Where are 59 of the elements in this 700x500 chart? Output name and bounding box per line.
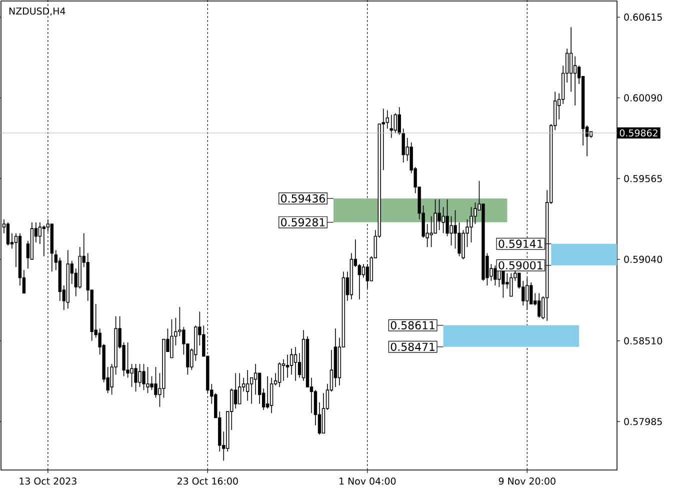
candlestick xyxy=(146,366,150,394)
ref-line-label: 0.59001 xyxy=(498,261,542,270)
candlestick xyxy=(402,128,405,163)
candlestick xyxy=(538,292,541,318)
candlestick xyxy=(42,225,46,257)
candlestick xyxy=(126,342,130,378)
candlestick xyxy=(294,346,298,382)
candlestick xyxy=(270,377,274,414)
candlestick xyxy=(474,202,477,224)
candlestick xyxy=(394,112,397,134)
y-tick-label: 0.57985 xyxy=(624,418,662,426)
candlestick xyxy=(234,372,238,409)
ref-line-label: 0.59436 xyxy=(281,194,325,203)
candlestick xyxy=(569,26,573,92)
candlestick xyxy=(266,376,270,409)
y-tick-label: 0.58510 xyxy=(624,337,662,344)
candlestick xyxy=(362,264,366,278)
candlestick xyxy=(390,114,393,138)
candlestick xyxy=(154,366,158,398)
candlestick xyxy=(290,348,294,376)
x-tick-label: 1 Nov 04:00 xyxy=(340,478,396,485)
candlestick xyxy=(286,354,290,378)
candlestick xyxy=(6,222,10,246)
candlestick xyxy=(130,364,134,388)
candlestick xyxy=(38,222,42,244)
candlestick xyxy=(138,364,142,388)
x-tick-label: 13 Oct 2023 xyxy=(20,478,76,485)
candlestick xyxy=(254,364,258,396)
candlestick xyxy=(438,198,441,231)
ref-line-label: 0.59141 xyxy=(498,240,542,248)
y-tick-label: 0.60090 xyxy=(624,94,662,102)
ref-line-label: 0.59862 xyxy=(620,129,658,137)
ref-line-label: 0.58611 xyxy=(390,321,434,330)
y-tick-label: 0.59040 xyxy=(624,256,662,263)
candlestick xyxy=(258,372,262,404)
candlestick xyxy=(282,358,286,382)
candlestick xyxy=(458,222,461,257)
candlestick xyxy=(434,198,437,234)
candlestick xyxy=(246,370,250,402)
y-tick-label: 0.59565 xyxy=(624,175,662,182)
ref-line-label: 0.59281 xyxy=(281,218,325,226)
y-tick-label: 0.60615 xyxy=(624,14,662,21)
candlestick xyxy=(446,198,449,237)
candlestick xyxy=(470,206,473,243)
candlestick xyxy=(442,206,445,234)
candlestick xyxy=(530,282,533,304)
ref-line-label: 0.58471 xyxy=(390,342,434,351)
candlestick xyxy=(134,364,138,392)
candlestick xyxy=(430,216,433,248)
x-tick-label: 23 Oct 16:00 xyxy=(178,478,238,485)
candlestick xyxy=(278,362,282,388)
candlestick xyxy=(573,56,577,106)
candlestick xyxy=(238,372,242,404)
candlestick xyxy=(142,364,146,390)
candlestick xyxy=(386,110,389,130)
x-tick-label: 9 Nov 20:00 xyxy=(498,478,556,485)
text: NZDUSD,H4 xyxy=(9,8,66,16)
candlestick xyxy=(170,318,174,358)
candlestick xyxy=(450,216,453,246)
